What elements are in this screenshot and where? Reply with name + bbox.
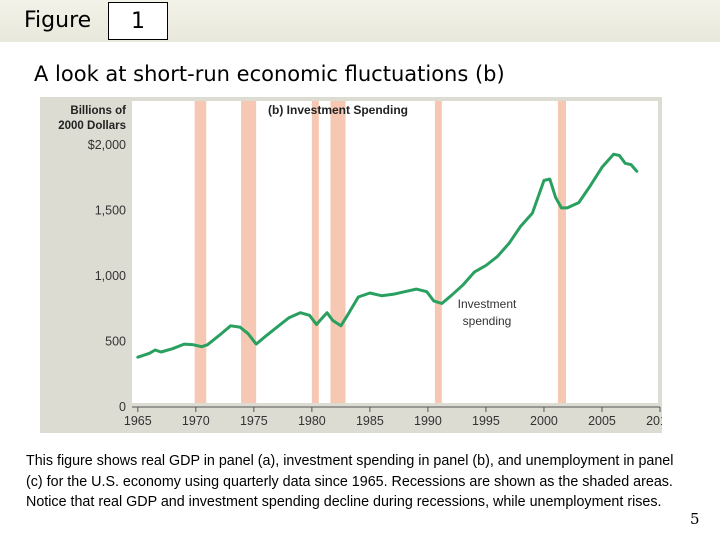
y-tick-label-2000: $2,000	[88, 138, 126, 152]
figure-number: 1	[108, 2, 168, 40]
y-axis-label-line-1: Billions of	[70, 105, 126, 117]
recession-band-5	[434, 101, 442, 403]
series-label-line-1: Investment	[458, 297, 517, 311]
recession-band-1	[194, 101, 207, 403]
y-tick-label-1000: 1,000	[95, 269, 126, 283]
recession-band-3	[311, 101, 319, 403]
x-tick-label-2000: 2000	[530, 414, 558, 428]
page-number: 5	[690, 510, 700, 528]
plot-area	[132, 101, 658, 403]
series-label-line-2: spending	[463, 314, 512, 328]
series-line-1	[136, 152, 639, 359]
x-tick-label-1965: 1965	[124, 414, 152, 428]
x-tick-label-1975: 1975	[240, 414, 268, 428]
panel-title: (b) Investment Spending	[268, 103, 408, 117]
y-axis-label-line-2: 2000 Dollars	[58, 120, 126, 132]
y-tick-label-500: 500	[105, 335, 126, 349]
y-tick-label-1500: 1,500	[95, 204, 126, 218]
x-tick-label-2010: 2010	[646, 414, 662, 428]
x-tick-label-1995: 1995	[472, 414, 500, 428]
y-tick-label-0: 0	[119, 400, 126, 414]
recession-band-6	[557, 101, 567, 403]
caption: This figure shows real GDP in panel (a),…	[26, 453, 674, 510]
investment-chart: 0 500 1,000 1,500 $2,000 1965 1970 1975 1980 198…	[58, 101, 674, 428]
chart-container: 0 500 1,000 1,500 $2,000 1965 1970 1975 1980 198…	[40, 97, 674, 433]
recession-band-4	[330, 101, 346, 403]
x-tick-label-2005: 2005	[588, 414, 616, 428]
x-tick-label-1985: 1985	[356, 414, 384, 428]
x-tick-label-1980: 1980	[298, 414, 326, 428]
slide-subtitle: A look at short-run economic fluctuation…	[34, 62, 505, 86]
recession-band-2	[241, 101, 257, 403]
figure-label: Figure	[24, 8, 92, 33]
x-tick-label-1990: 1990	[414, 414, 442, 428]
x-tick-label-1970: 1970	[182, 414, 210, 428]
